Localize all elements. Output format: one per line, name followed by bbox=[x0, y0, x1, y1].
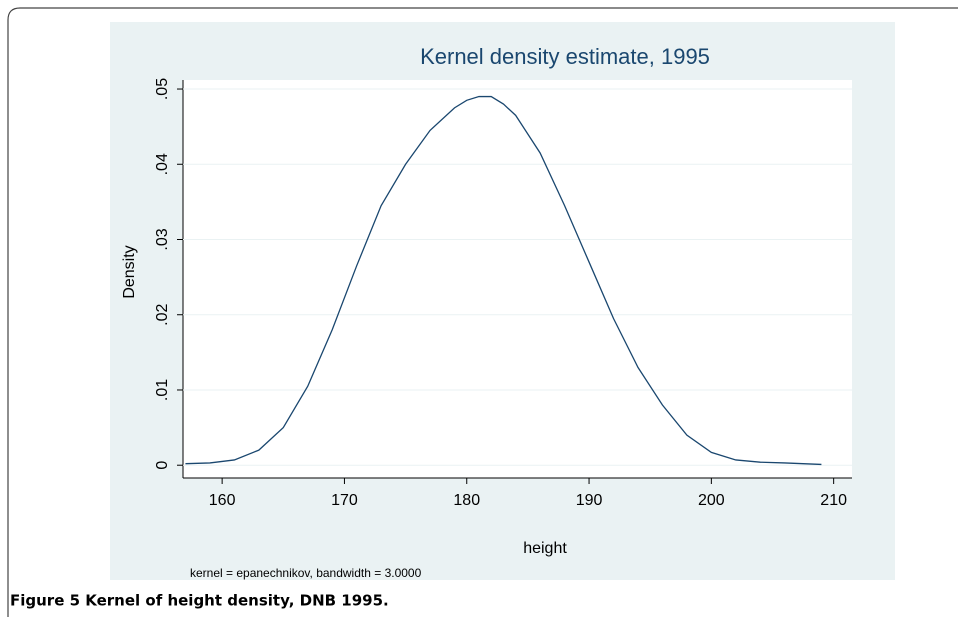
x-tick-label: 190 bbox=[576, 492, 603, 509]
note: kernel = epanechnikov, bandwidth = 3.000… bbox=[190, 566, 422, 580]
x-tick-label: 210 bbox=[820, 492, 847, 509]
y-tick-label: .01 bbox=[154, 379, 171, 401]
chart-title: Kernel density estimate, 1995 bbox=[420, 44, 710, 69]
y-tick-label: .05 bbox=[154, 78, 171, 100]
x-tick-label: 200 bbox=[698, 492, 725, 509]
x-tick-label: 160 bbox=[209, 492, 236, 509]
y-axis-label: Density bbox=[121, 245, 138, 298]
figure-border bbox=[7, 7, 958, 617]
y-tick-label: .03 bbox=[154, 228, 171, 250]
y-tick-label: .02 bbox=[154, 304, 171, 326]
plot-area bbox=[183, 80, 852, 478]
x-tick-label: 170 bbox=[331, 492, 358, 509]
y-tick-label: .04 bbox=[154, 153, 171, 175]
density-line bbox=[185, 95, 822, 466]
x-tick-label: 180 bbox=[453, 492, 480, 509]
x-axis-label: height bbox=[523, 540, 567, 557]
y-tick-label: 0 bbox=[154, 461, 171, 470]
caption: Figure 5 Kernel of height density, DNB 1… bbox=[10, 592, 389, 610]
